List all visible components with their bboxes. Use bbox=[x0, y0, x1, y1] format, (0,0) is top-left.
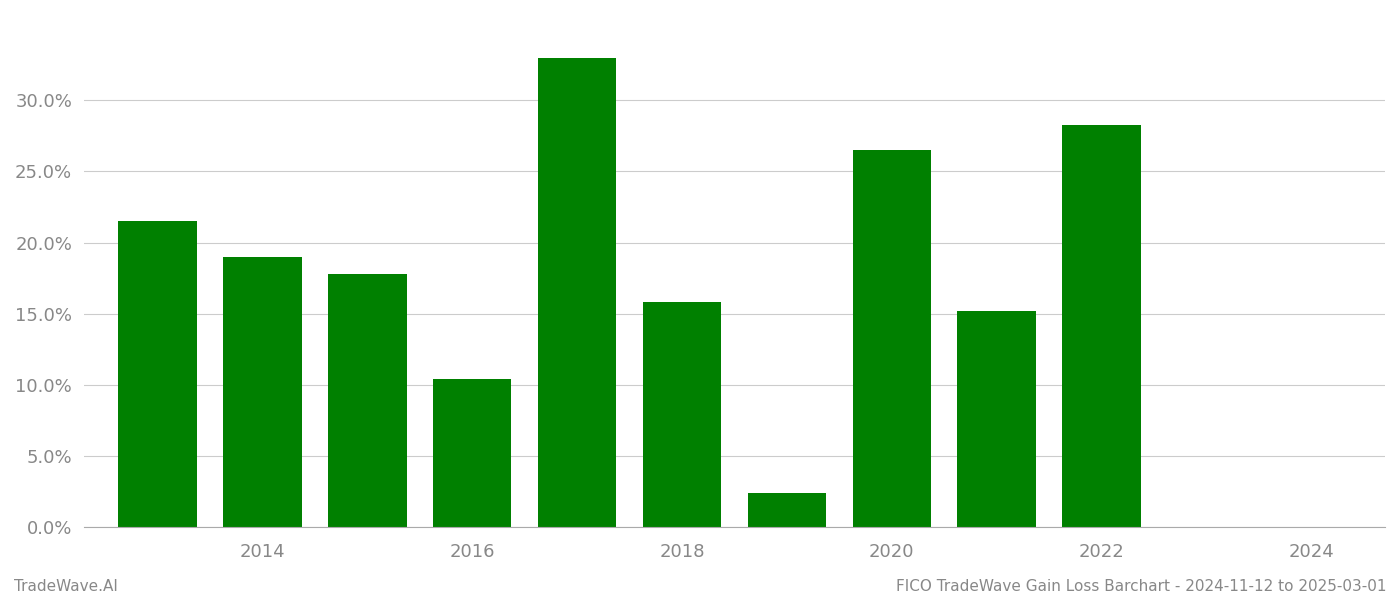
Text: TradeWave.AI: TradeWave.AI bbox=[14, 579, 118, 594]
Bar bbox=[748, 493, 826, 527]
Text: FICO TradeWave Gain Loss Barchart - 2024-11-12 to 2025-03-01: FICO TradeWave Gain Loss Barchart - 2024… bbox=[896, 579, 1386, 594]
Bar bbox=[118, 221, 197, 527]
Bar bbox=[223, 257, 301, 527]
Bar bbox=[853, 150, 931, 527]
Bar bbox=[1063, 125, 1141, 527]
Bar bbox=[328, 274, 406, 527]
Bar bbox=[958, 311, 1036, 527]
Bar bbox=[643, 302, 721, 527]
Bar bbox=[433, 379, 511, 527]
Bar bbox=[538, 58, 616, 527]
